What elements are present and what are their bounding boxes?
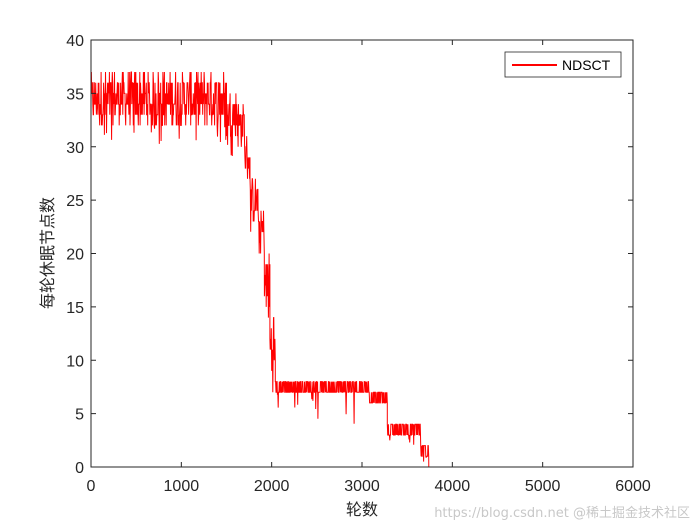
watermark: https://blog.csdn.net @稀土掘金技术社区 (434, 506, 690, 521)
series-line-ndsct (90, 71, 633, 468)
y-tick-label: 5 (75, 407, 84, 424)
legend-label-ndsct: NDSCT (562, 57, 611, 73)
x-tick-label: 5000 (525, 478, 561, 495)
y-tick-label: 35 (66, 86, 84, 103)
x-tick-label: 1000 (164, 478, 200, 495)
y-tick-label: 20 (66, 247, 84, 264)
y-tick-label: 40 (66, 33, 84, 50)
series-layer (90, 71, 633, 468)
x-tick-label: 4000 (435, 478, 471, 495)
legend: NDSCT (504, 51, 622, 78)
y-axis-label: 每轮休眠节点数 (38, 197, 57, 309)
x-axis: 0 1000 2000 3000 4000 5000 6000 (87, 40, 651, 495)
y-tick-label: 25 (66, 193, 84, 210)
y-tick-label: 10 (66, 353, 84, 370)
y-tick-label: 0 (75, 460, 84, 477)
x-tick-label: 6000 (615, 478, 651, 495)
x-tick-label: 3000 (344, 478, 380, 495)
x-tick-label: 0 (87, 478, 96, 495)
y-axis: 0 5 10 15 20 25 30 35 40 (66, 33, 633, 477)
y-tick-label: 30 (66, 140, 84, 157)
y-tick-label: 15 (66, 300, 84, 317)
x-tick-label: 2000 (254, 478, 290, 495)
x-axis-label: 轮数 (346, 500, 378, 519)
